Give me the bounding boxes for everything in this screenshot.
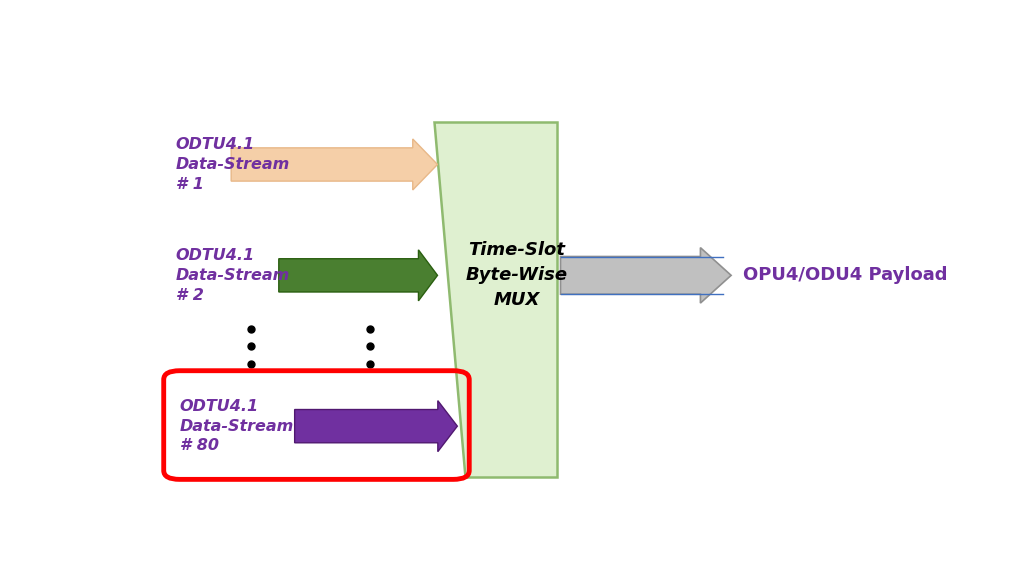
Text: ODTU4.1
Data-Stream
# 2: ODTU4.1 Data-Stream # 2 bbox=[176, 248, 290, 302]
Polygon shape bbox=[433, 122, 557, 477]
Text: Time-Slot
Byte-Wise
MUX: Time-Slot Byte-Wise MUX bbox=[466, 241, 568, 309]
Text: ODTU4.1
Data-Stream
# 1: ODTU4.1 Data-Stream # 1 bbox=[176, 137, 290, 192]
Text: ODTU4.1
Data-Stream
# 80: ODTU4.1 Data-Stream # 80 bbox=[179, 399, 294, 453]
Polygon shape bbox=[295, 401, 458, 452]
Polygon shape bbox=[560, 248, 731, 303]
Polygon shape bbox=[231, 139, 437, 190]
Polygon shape bbox=[279, 250, 437, 301]
Text: OPU4/ODU4 Payload: OPU4/ODU4 Payload bbox=[743, 266, 947, 285]
